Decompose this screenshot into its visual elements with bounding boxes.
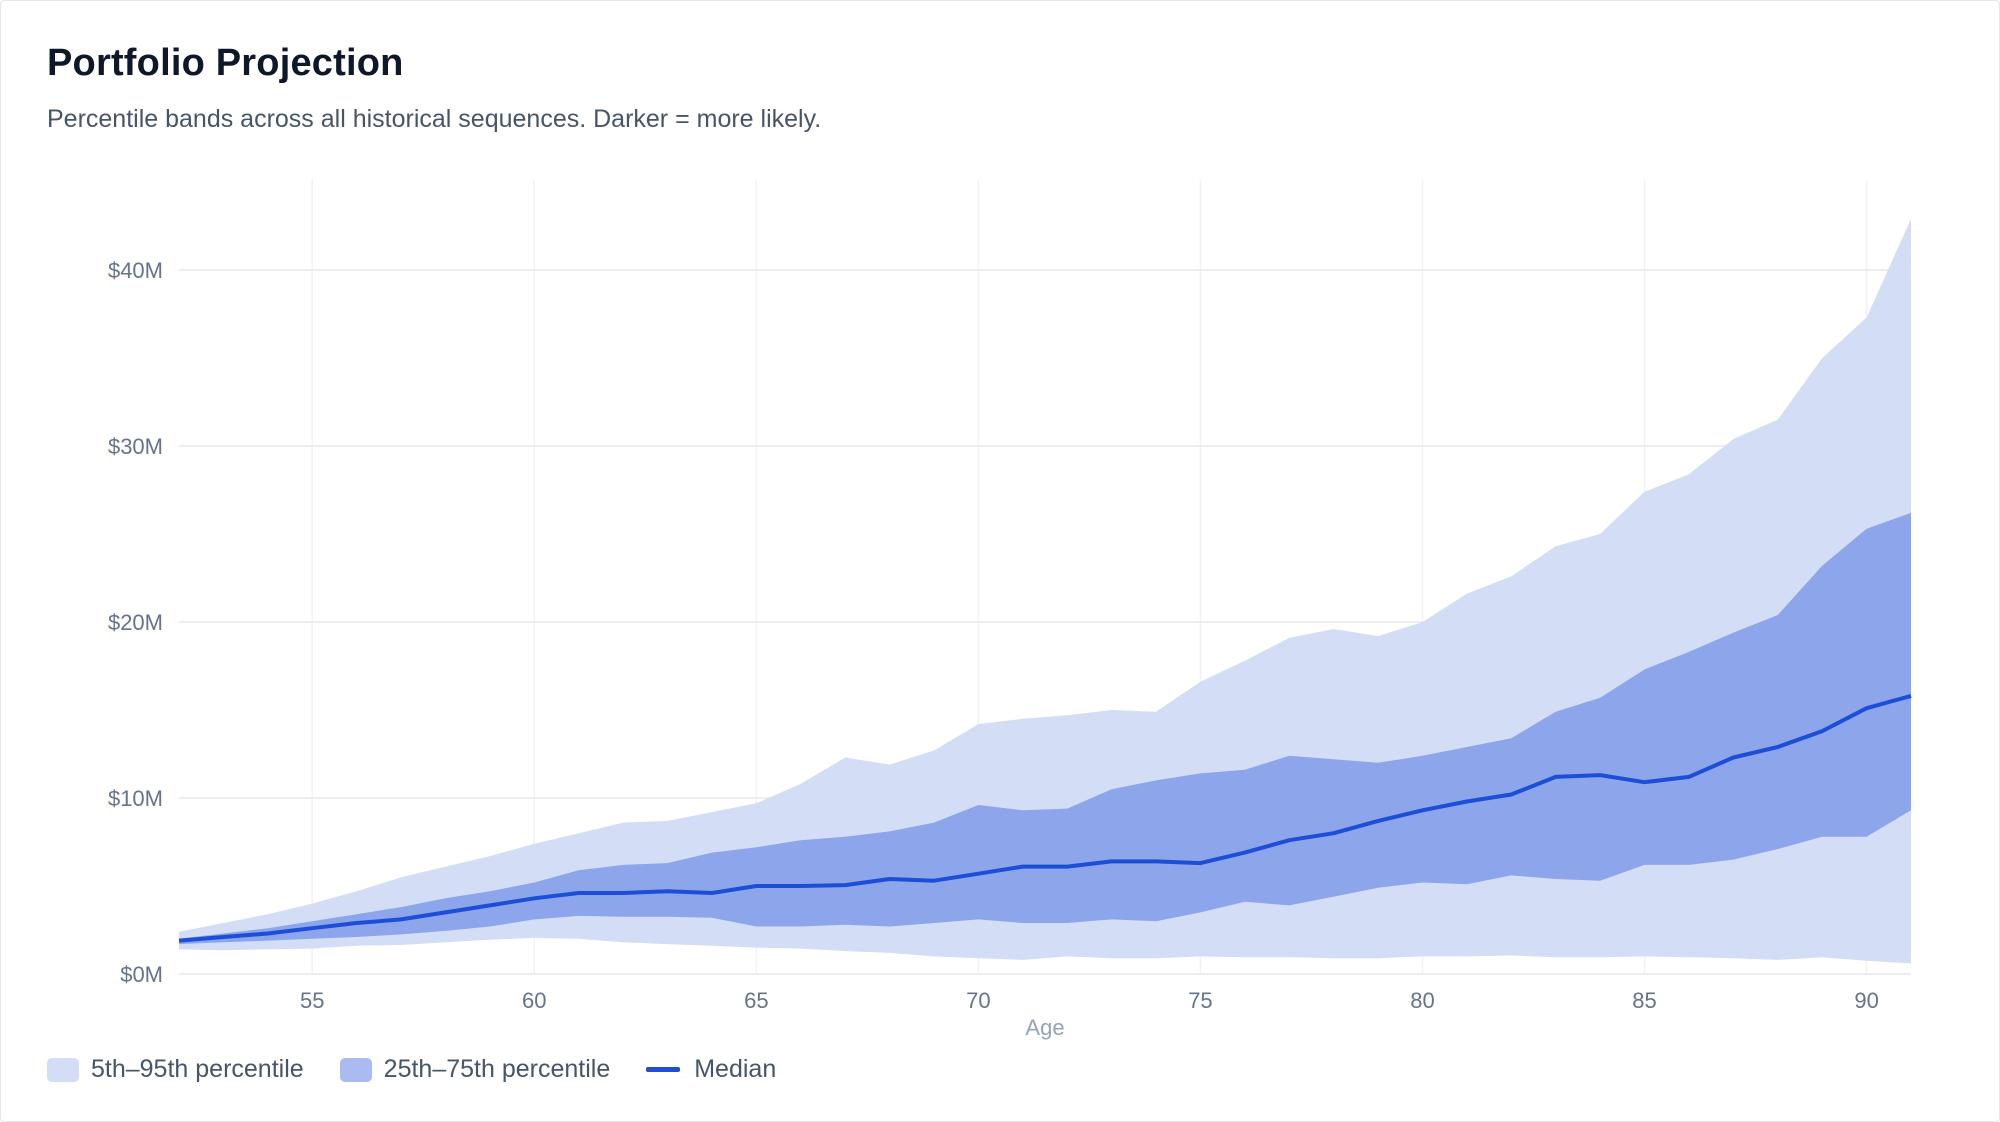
x-tick-label: 55 bbox=[300, 988, 324, 1013]
x-tick-label: 85 bbox=[1632, 988, 1656, 1013]
median-line-layer bbox=[178, 693, 1912, 943]
x-tick-label: 70 bbox=[966, 988, 990, 1013]
median-swatch bbox=[646, 1067, 681, 1072]
y-tick-label: $40M bbox=[108, 258, 163, 283]
y-tick-label: $20M bbox=[108, 610, 163, 635]
x-tick-label: 80 bbox=[1410, 988, 1434, 1013]
x-axis-title: Age bbox=[1025, 1015, 1064, 1040]
legend-label-inner-band: 25th–75th percentile bbox=[383, 1055, 611, 1083]
legend-label-median: Median bbox=[694, 1055, 777, 1083]
x-tick-label: 75 bbox=[1188, 988, 1212, 1013]
x-tick-label: 65 bbox=[744, 988, 768, 1013]
median-line bbox=[178, 693, 1912, 943]
percentile-bands bbox=[179, 219, 1911, 964]
outer-band-swatch bbox=[47, 1057, 79, 1082]
legend-item-outer-band[interactable]: 5th–95th percentile bbox=[47, 1055, 304, 1084]
band-25th-75th-percentile bbox=[179, 512, 1911, 945]
x-tick-label: 60 bbox=[522, 988, 546, 1013]
inner-band-swatch bbox=[339, 1057, 372, 1082]
legend-label-outer-band: 5th–95th percentile bbox=[91, 1055, 304, 1083]
legend-item-inner-band[interactable]: 25th–75th percentile bbox=[339, 1055, 611, 1084]
chart-title: Portfolio Projection bbox=[47, 42, 404, 84]
y-tick-label: $30M bbox=[108, 434, 163, 459]
y-tick-label: $10M bbox=[108, 786, 163, 811]
y-tick-label: $0M bbox=[120, 962, 163, 987]
axis-ticks: 55 60 65 70 75 80 85 90 $0M $10M $20M $30M $40M bbox=[108, 258, 1879, 1013]
x-tick-label: 90 bbox=[1854, 988, 1878, 1013]
chart-subtitle: Percentile bands across all historical s… bbox=[47, 105, 822, 133]
legend-item-median[interactable]: Median bbox=[646, 1055, 776, 1084]
chart-legend: 5th–95th percentile 25th–75th percentile… bbox=[47, 1055, 812, 1084]
